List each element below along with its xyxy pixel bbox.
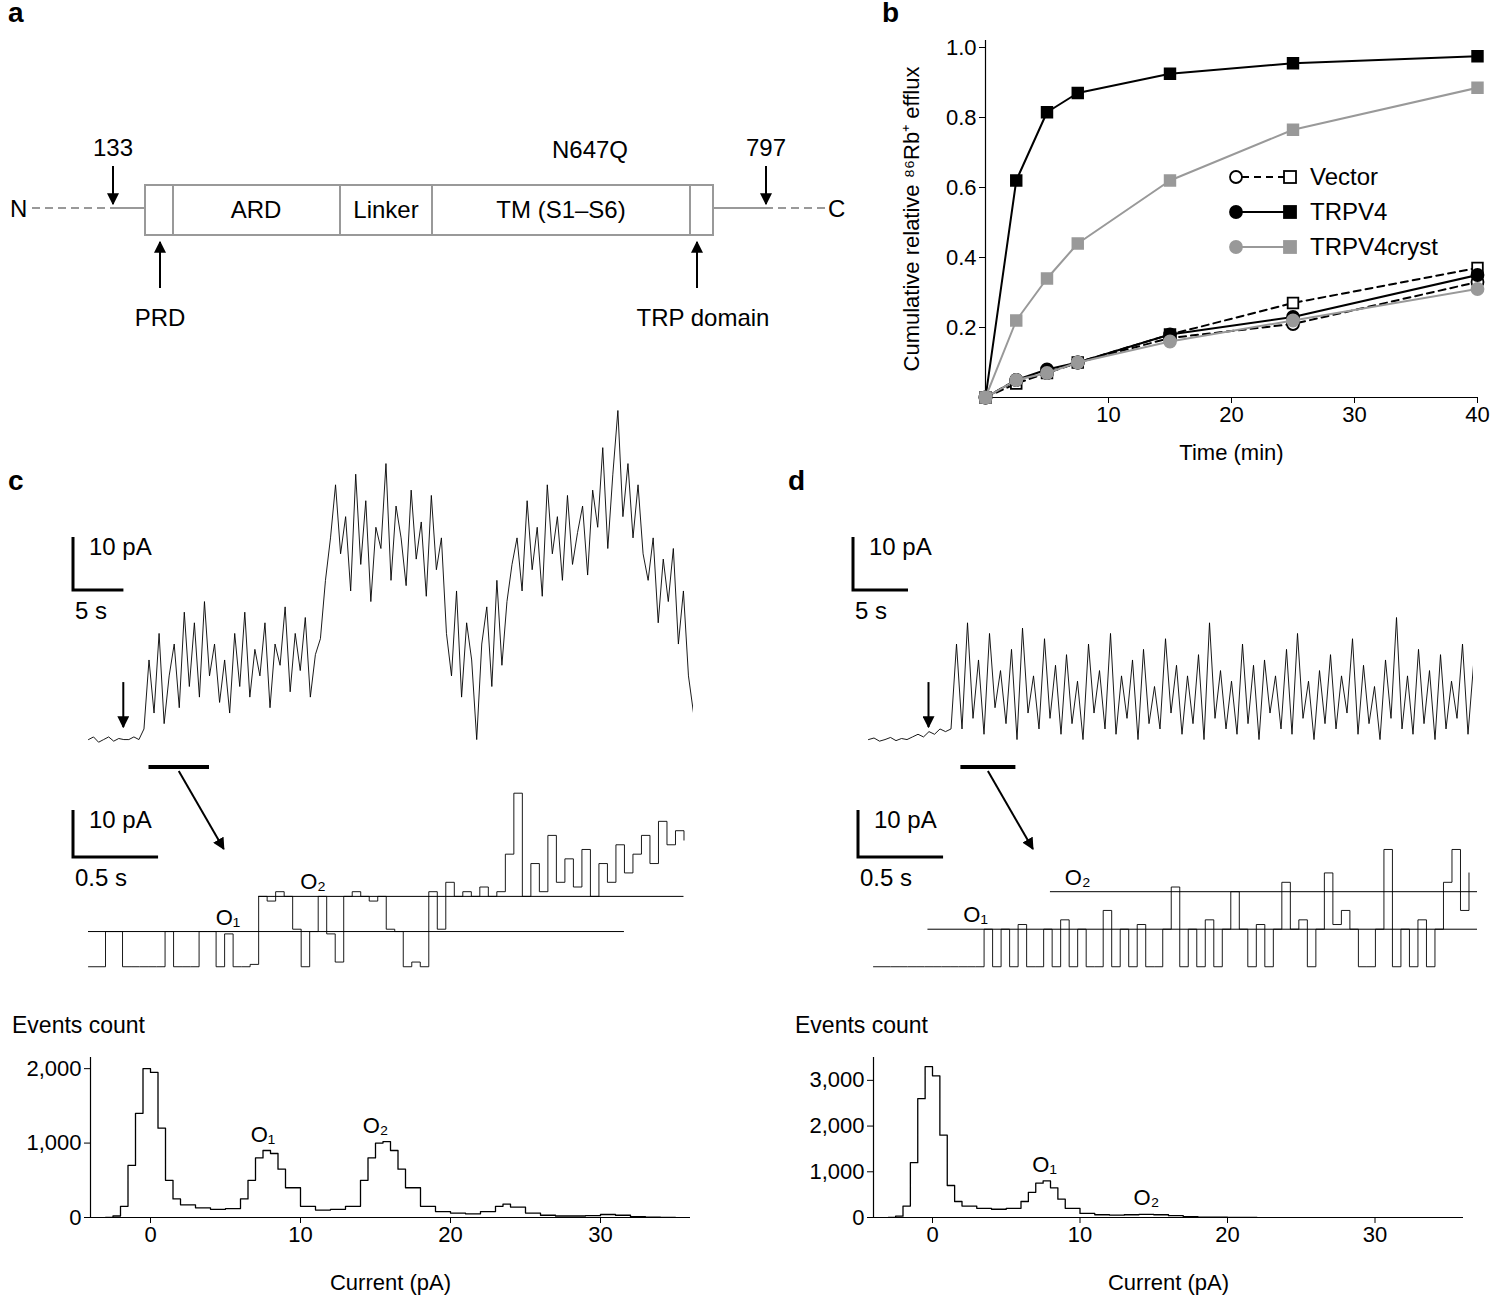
svg-text:Vector: Vector (1310, 163, 1378, 190)
svg-text:1.0: 1.0 (946, 35, 977, 60)
svg-text:10 pA: 10 pA (874, 806, 937, 833)
svg-text:O₂: O₂ (300, 869, 326, 894)
svg-text:O₁: O₁ (1032, 1152, 1057, 1177)
svg-text:TRPV4cryst: TRPV4cryst (1310, 233, 1438, 260)
svg-text:N: N (10, 195, 27, 222)
svg-text:0.8: 0.8 (946, 105, 977, 130)
svg-text:Current (pA): Current (pA) (330, 1270, 451, 1295)
svg-text:0: 0 (69, 1205, 81, 1230)
svg-text:Events count: Events count (795, 1012, 929, 1038)
svg-text:5 s: 5 s (855, 597, 887, 624)
svg-text:20: 20 (1215, 1222, 1239, 1247)
svg-text:10 pA: 10 pA (89, 533, 152, 560)
svg-text:c: c (8, 465, 24, 496)
svg-text:O₂: O₂ (363, 1113, 389, 1138)
svg-text:Time (min): Time (min) (1179, 440, 1283, 465)
svg-text:TM (S1–S6): TM (S1–S6) (496, 196, 625, 223)
svg-text:a: a (8, 0, 24, 28)
svg-text:10: 10 (1068, 1222, 1092, 1247)
svg-text:ARD: ARD (231, 196, 282, 223)
svg-text:0: 0 (144, 1222, 156, 1247)
svg-text:0: 0 (852, 1205, 864, 1230)
svg-text:10 pA: 10 pA (89, 806, 152, 833)
svg-text:30: 30 (1363, 1222, 1387, 1247)
svg-text:Cumulative relative ⁸⁶Rb⁺ effl: Cumulative relative ⁸⁶Rb⁺ efflux (899, 67, 924, 372)
svg-text:0.2: 0.2 (946, 315, 977, 340)
svg-text:30: 30 (1342, 402, 1366, 427)
svg-text:10: 10 (288, 1222, 312, 1247)
svg-text:0.5 s: 0.5 s (860, 864, 912, 891)
svg-text:0.6: 0.6 (946, 175, 977, 200)
svg-text:20: 20 (1219, 402, 1243, 427)
svg-text:10: 10 (1096, 402, 1120, 427)
svg-text:b: b (882, 0, 899, 28)
svg-text:Current (pA): Current (pA) (1108, 1270, 1229, 1295)
svg-text:2,000: 2,000 (26, 1056, 81, 1081)
svg-text:O₁: O₁ (251, 1122, 276, 1147)
svg-text:d: d (788, 465, 805, 496)
svg-text:O₂: O₂ (1134, 1185, 1160, 1210)
svg-text:1,000: 1,000 (26, 1130, 81, 1155)
svg-text:Events count: Events count (12, 1012, 146, 1038)
svg-text:5 s: 5 s (75, 597, 107, 624)
svg-text:40: 40 (1465, 402, 1489, 427)
svg-text:O₂: O₂ (1065, 865, 1091, 890)
svg-text:133: 133 (93, 134, 133, 161)
svg-text:TRPV4: TRPV4 (1310, 198, 1387, 225)
svg-text:O₁: O₁ (216, 905, 241, 930)
svg-text:20: 20 (438, 1222, 462, 1247)
svg-text:PRD: PRD (135, 304, 186, 331)
svg-text:Linker: Linker (353, 196, 418, 223)
svg-text:C: C (828, 195, 845, 222)
svg-text:O₁: O₁ (963, 902, 988, 927)
svg-text:30: 30 (588, 1222, 612, 1247)
svg-text:0.5 s: 0.5 s (75, 864, 127, 891)
svg-text:3,000: 3,000 (809, 1067, 864, 1092)
svg-text:10 pA: 10 pA (869, 533, 932, 560)
svg-text:2,000: 2,000 (809, 1113, 864, 1138)
svg-text:TRP domain: TRP domain (637, 304, 770, 331)
svg-text:1,000: 1,000 (809, 1159, 864, 1184)
svg-text:N647Q: N647Q (552, 136, 628, 163)
svg-text:797: 797 (746, 134, 786, 161)
svg-text:0: 0 (926, 1222, 938, 1247)
svg-text:0.4: 0.4 (946, 245, 977, 270)
